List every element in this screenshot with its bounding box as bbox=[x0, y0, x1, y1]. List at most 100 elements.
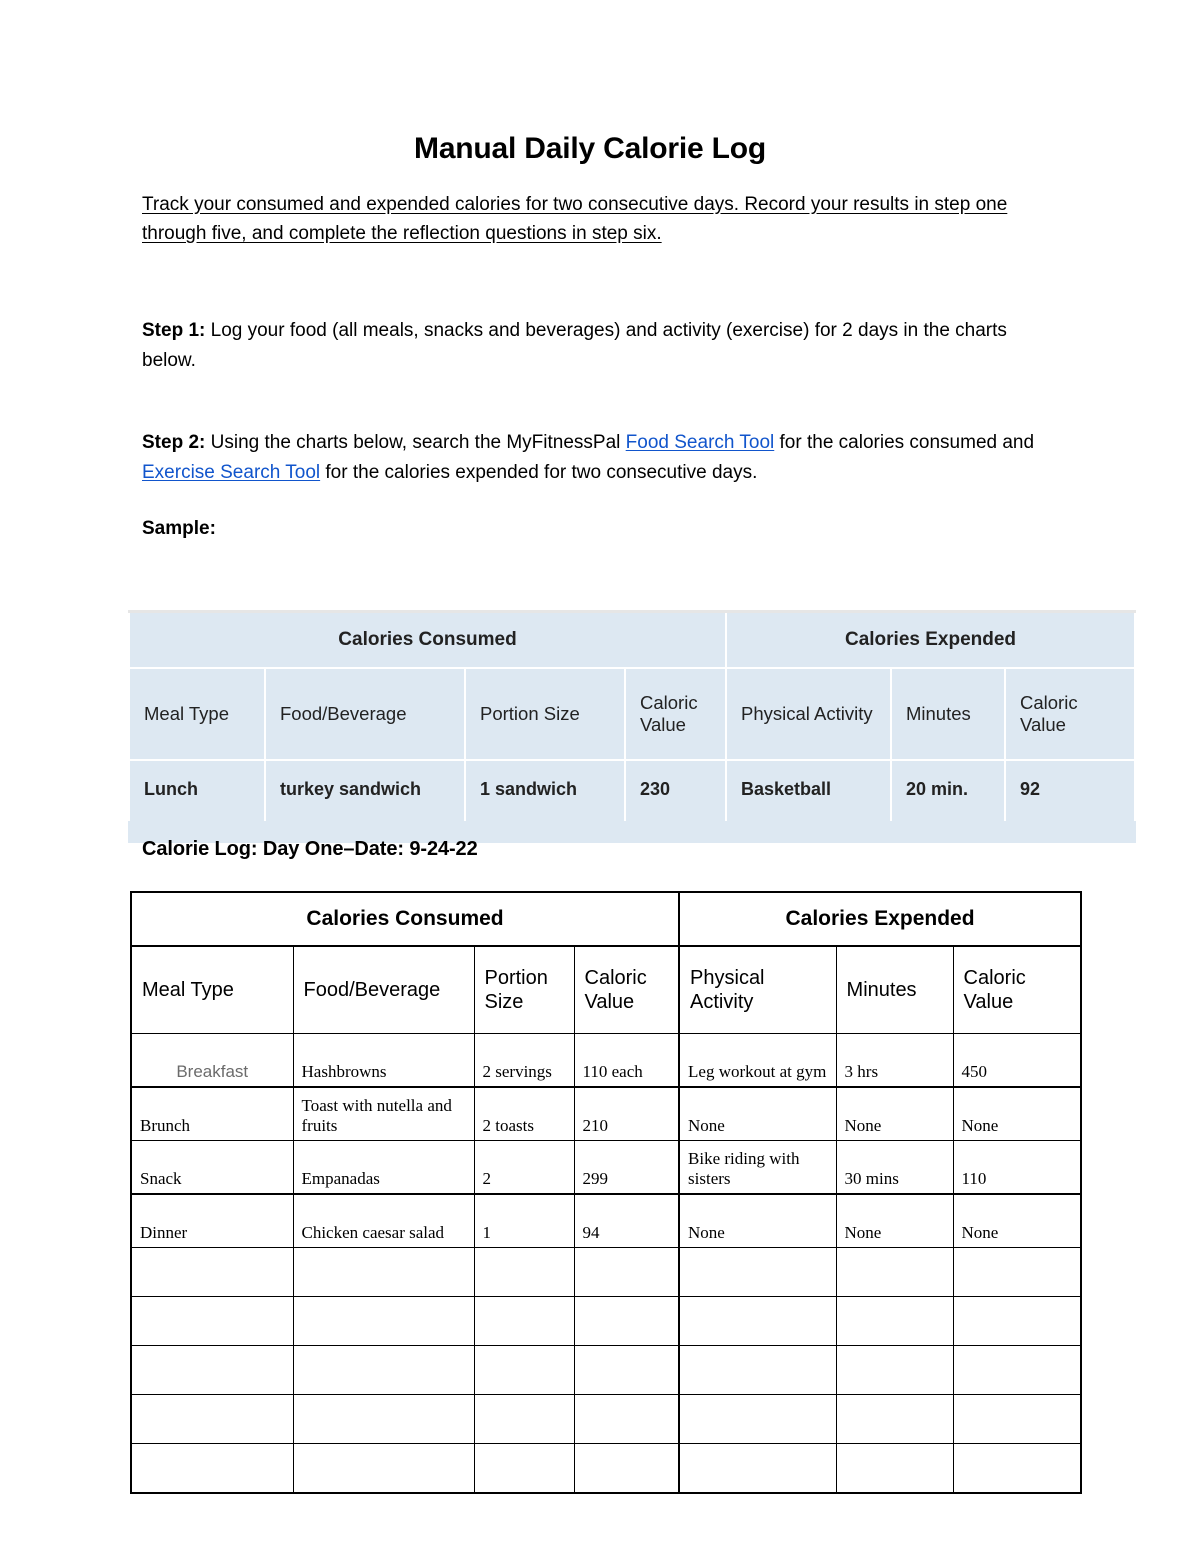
sample-col-caloric-value-consumed: Caloric Value bbox=[624, 667, 727, 761]
cell-caloric-value-consumed[interactable] bbox=[573, 1443, 681, 1494]
cell-food-beverage[interactable] bbox=[292, 1345, 475, 1395]
cell-food-beverage[interactable]: Toast with nutella and fruits bbox=[292, 1086, 475, 1141]
cell-physical-activity[interactable]: Leg workout at gym bbox=[678, 1033, 837, 1088]
step-2-paragraph: Step 2: Using the charts below, search t… bbox=[142, 428, 1040, 488]
cell-meal-type[interactable]: Brunch bbox=[130, 1086, 294, 1141]
sample-cell-physical-activity: Basketball bbox=[725, 759, 892, 843]
sample-cell-caloric-value-expended: 92 bbox=[1003, 759, 1137, 843]
cell-meal-type[interactable]: Breakfast bbox=[130, 1033, 294, 1088]
table-row-empty[interactable] bbox=[130, 1443, 1083, 1494]
step-2-text-c: for the calories expended for two consec… bbox=[320, 461, 758, 483]
day-one-heading: Calorie Log: Day One–Date: 9-24-22 bbox=[142, 838, 478, 860]
document-body: Manual Daily Calorie Log Track your cons… bbox=[142, 130, 1038, 540]
cell-minutes[interactable]: None bbox=[835, 1086, 954, 1141]
cell-physical-activity[interactable] bbox=[678, 1345, 837, 1395]
day-one-table-container: Calories Consumed Calories Expended Meal… bbox=[129, 891, 1083, 1494]
table-row-empty[interactable] bbox=[130, 1296, 1083, 1346]
cell-physical-activity[interactable]: None bbox=[678, 1086, 837, 1141]
log-group-header-expended: Calories Expended bbox=[678, 891, 1083, 947]
sample-cell-meal-type: Lunch bbox=[128, 759, 266, 843]
sample-group-header-row: Calories Consumed Calories Expended bbox=[128, 610, 1137, 669]
step-2-text-b: for the calories consumed and bbox=[774, 432, 1035, 454]
log-group-header-row: Calories Consumed Calories Expended bbox=[129, 891, 1083, 947]
cell-caloric-value-consumed[interactable] bbox=[573, 1394, 681, 1444]
table-row-empty[interactable] bbox=[130, 1394, 1083, 1444]
step-1-text: Log your food (all meals, snacks and bev… bbox=[142, 320, 1007, 372]
table-row-empty[interactable] bbox=[130, 1247, 1083, 1297]
cell-minutes[interactable] bbox=[835, 1247, 954, 1297]
log-col-portion-size: Portion Size bbox=[473, 945, 575, 1034]
table-row[interactable]: Snack Empanadas 2 299 Bike riding with s… bbox=[130, 1140, 1083, 1195]
cell-portion-size[interactable]: 2 toasts bbox=[473, 1086, 575, 1141]
cell-caloric-value-consumed[interactable]: 210 bbox=[573, 1086, 681, 1141]
cell-food-beverage[interactable] bbox=[292, 1394, 475, 1444]
cell-caloric-value-expended[interactable]: 110 bbox=[952, 1140, 1083, 1195]
cell-physical-activity[interactable] bbox=[678, 1247, 837, 1297]
log-col-caloric-value-consumed: Caloric Value bbox=[573, 945, 681, 1034]
cell-food-beverage[interactable] bbox=[292, 1247, 475, 1297]
sample-col-meal-type: Meal Type bbox=[128, 667, 266, 761]
food-search-tool-link[interactable]: Food Search Tool bbox=[625, 432, 775, 454]
cell-physical-activity[interactable] bbox=[678, 1443, 837, 1494]
cell-caloric-value-consumed[interactable]: 94 bbox=[573, 1193, 681, 1248]
sample-cell-portion-size: 1 sandwich bbox=[464, 759, 626, 843]
cell-meal-type[interactable] bbox=[130, 1394, 294, 1444]
spacer bbox=[142, 248, 1038, 316]
cell-minutes[interactable] bbox=[835, 1443, 954, 1494]
cell-minutes[interactable] bbox=[835, 1345, 954, 1395]
cell-food-beverage[interactable]: Chicken caesar salad bbox=[292, 1193, 475, 1248]
sample-label: Sample: bbox=[142, 517, 216, 539]
cell-caloric-value-expended[interactable]: None bbox=[952, 1086, 1083, 1141]
cell-meal-type[interactable] bbox=[130, 1247, 294, 1297]
cell-caloric-value-consumed[interactable]: 110 each bbox=[573, 1033, 681, 1088]
table-row[interactable]: Breakfast Hashbrowns 2 servings 110 each… bbox=[130, 1033, 1083, 1088]
cell-minutes[interactable] bbox=[835, 1394, 954, 1444]
cell-minutes[interactable]: None bbox=[835, 1193, 954, 1248]
cell-minutes[interactable]: 3 hrs bbox=[835, 1033, 954, 1088]
cell-meal-type[interactable]: Dinner bbox=[130, 1193, 294, 1248]
cell-portion-size[interactable] bbox=[473, 1443, 575, 1494]
cell-portion-size[interactable]: 2 bbox=[473, 1140, 575, 1195]
cell-physical-activity[interactable] bbox=[678, 1296, 837, 1346]
cell-food-beverage[interactable]: Empanadas bbox=[292, 1140, 475, 1195]
cell-caloric-value-consumed[interactable] bbox=[573, 1247, 681, 1297]
cell-caloric-value-expended[interactable]: 450 bbox=[952, 1033, 1083, 1088]
sample-col-caloric-value-expended: Caloric Value bbox=[1003, 667, 1137, 761]
cell-caloric-value-expended[interactable] bbox=[952, 1443, 1083, 1494]
cell-meal-type[interactable] bbox=[130, 1443, 294, 1494]
cell-physical-activity[interactable]: None bbox=[678, 1193, 837, 1248]
cell-physical-activity[interactable] bbox=[678, 1394, 837, 1444]
table-row[interactable]: Brunch Toast with nutella and fruits 2 t… bbox=[130, 1086, 1083, 1141]
cell-caloric-value-expended[interactable] bbox=[952, 1394, 1083, 1444]
cell-meal-type[interactable] bbox=[130, 1345, 294, 1395]
cell-caloric-value-consumed[interactable]: 299 bbox=[573, 1140, 681, 1195]
cell-physical-activity[interactable]: Bike riding with sisters bbox=[678, 1140, 837, 1195]
cell-portion-size[interactable]: 2 servings bbox=[473, 1033, 575, 1088]
step-2-text-a: Using the charts below, search the MyFit… bbox=[205, 432, 626, 454]
cell-portion-size[interactable] bbox=[473, 1296, 575, 1346]
cell-caloric-value-expended[interactable] bbox=[952, 1296, 1083, 1346]
cell-meal-type[interactable]: Snack bbox=[130, 1140, 294, 1195]
cell-caloric-value-expended[interactable]: None bbox=[952, 1193, 1083, 1248]
table-row[interactable]: Dinner Chicken caesar salad 1 94 None No… bbox=[130, 1193, 1083, 1248]
cell-caloric-value-expended[interactable] bbox=[952, 1345, 1083, 1395]
cell-portion-size[interactable]: 1 bbox=[473, 1193, 575, 1248]
cell-food-beverage[interactable] bbox=[292, 1296, 475, 1346]
table-row-empty[interactable] bbox=[130, 1345, 1083, 1395]
cell-caloric-value-consumed[interactable] bbox=[573, 1296, 681, 1346]
cell-portion-size[interactable] bbox=[473, 1345, 575, 1395]
cell-food-beverage[interactable]: Hashbrowns bbox=[292, 1033, 475, 1088]
sample-cell-caloric-value-consumed: 230 bbox=[624, 759, 727, 843]
cell-caloric-value-expended[interactable] bbox=[952, 1247, 1083, 1297]
cell-caloric-value-consumed[interactable] bbox=[573, 1345, 681, 1395]
cell-portion-size[interactable] bbox=[473, 1247, 575, 1297]
cell-food-beverage[interactable] bbox=[292, 1443, 475, 1494]
exercise-search-tool-link[interactable]: Exercise Search Tool bbox=[142, 461, 321, 483]
cell-portion-size[interactable] bbox=[473, 1394, 575, 1444]
cell-meal-type[interactable] bbox=[130, 1296, 294, 1346]
cell-minutes[interactable] bbox=[835, 1296, 954, 1346]
cell-minutes[interactable]: 30 mins bbox=[835, 1140, 954, 1195]
sample-col-minutes: Minutes bbox=[890, 667, 1006, 761]
step-1-label: Step 1: bbox=[142, 320, 206, 342]
